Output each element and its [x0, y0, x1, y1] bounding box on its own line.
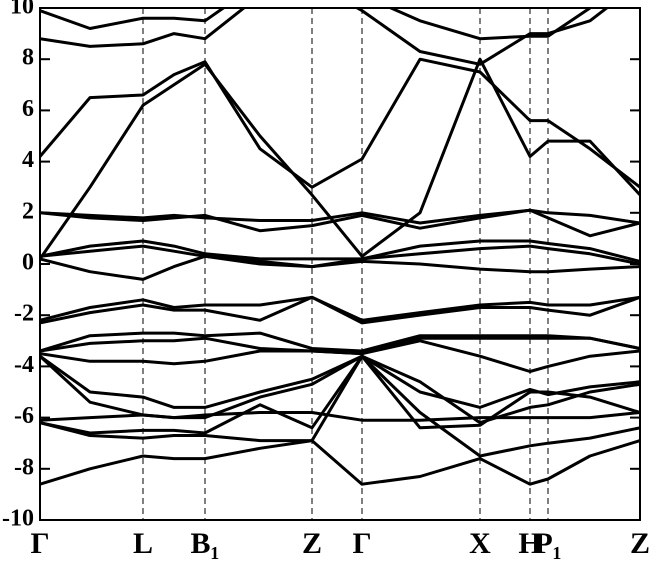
y-tick-label: -4 — [14, 352, 34, 378]
band-line — [40, 239, 640, 263]
band-line — [40, 439, 640, 486]
band-line — [40, 57, 640, 189]
x-tick-label: B₁ — [190, 527, 219, 560]
y-tick-label: 4 — [22, 147, 34, 173]
y-tick-label: 0 — [22, 250, 34, 276]
y-tick-label: 6 — [22, 96, 34, 122]
band-line — [40, 57, 640, 260]
y-tick-label: 10 — [10, 0, 34, 20]
x-tick-label: X — [469, 527, 491, 560]
band-line — [40, 354, 640, 435]
band-line — [40, 354, 640, 425]
x-tick-label: Γ — [352, 527, 371, 560]
y-tick-label: 8 — [22, 45, 34, 71]
band-line — [40, 295, 640, 322]
y-tick-label: -10 — [2, 506, 34, 532]
x-tick-label: P₁ — [534, 527, 561, 560]
band-line — [40, 354, 640, 409]
band-line — [40, 411, 640, 422]
x-tick-label: L — [133, 527, 153, 560]
band-line — [40, 331, 640, 353]
band-line — [40, 244, 640, 269]
y-tick-label: -8 — [14, 454, 34, 480]
y-tick-label: 2 — [22, 198, 34, 224]
x-tick-label: Γ — [30, 527, 49, 560]
band-line — [40, 208, 640, 238]
x-tick-label: Z — [302, 527, 322, 560]
y-tick-label: -6 — [14, 403, 34, 429]
x-tick-label: H — [518, 527, 541, 560]
band-line — [40, 8, 593, 41]
x-tick-label: Z — [630, 527, 650, 560]
band-line — [40, 336, 640, 356]
band-line — [40, 354, 640, 458]
band-line — [40, 8, 610, 66]
y-tick-label: -2 — [14, 301, 34, 327]
band-line — [40, 208, 640, 225]
